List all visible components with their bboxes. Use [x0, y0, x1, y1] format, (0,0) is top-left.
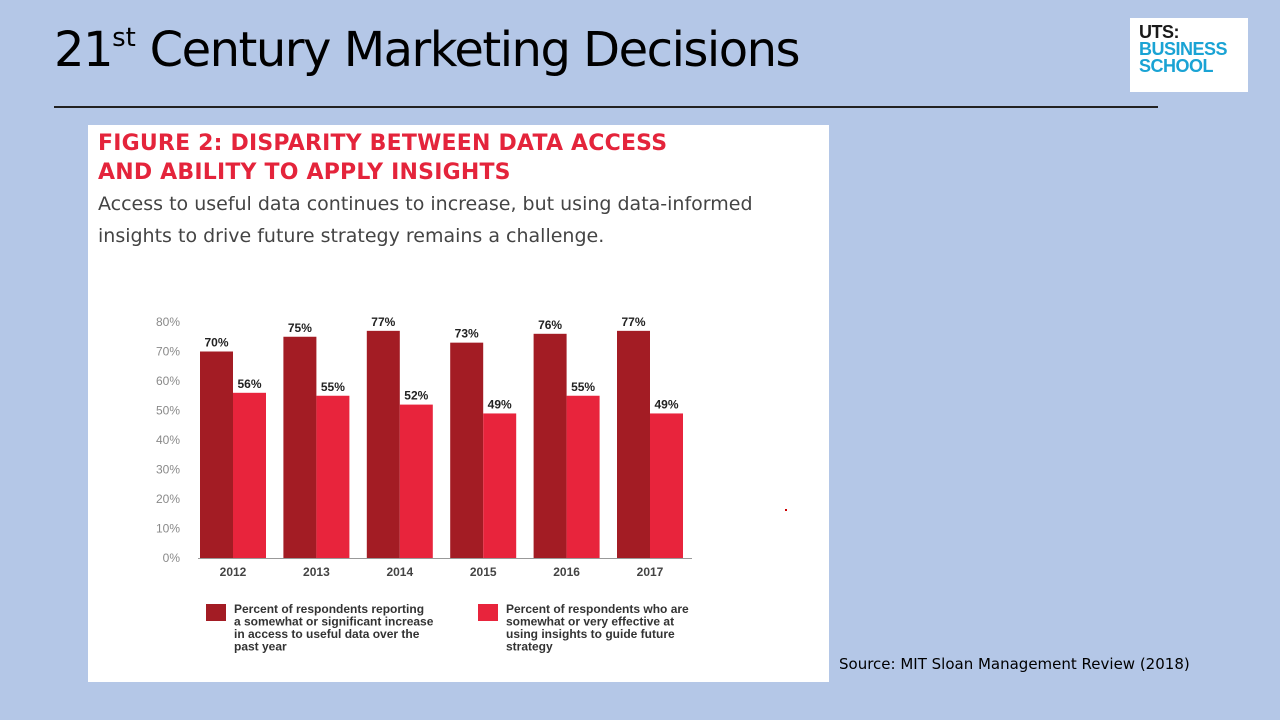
figure-subtitle: Access to useful data continues to incre…	[98, 188, 818, 252]
figure-subtitle-line-1: Access to useful data continues to incre…	[98, 193, 753, 215]
y-tick-label: 10%	[156, 522, 180, 536]
bar-2017-series-2	[650, 413, 683, 558]
legend-text-series-2: Percent of respondents who are	[506, 602, 689, 616]
data-label: 77%	[371, 315, 395, 329]
legend-text-series-1: in access to useful data over the	[234, 627, 420, 641]
bar-2013-series-2	[316, 395, 350, 558]
x-tick-label: 2013	[303, 565, 330, 579]
figure-title-line-2: AND ABILITY TO APPLY INSIGHTS	[98, 160, 511, 185]
stray-dot	[785, 509, 787, 511]
legend-text-series-2: strategy	[506, 640, 553, 654]
y-tick-label: 50%	[156, 404, 180, 418]
y-tick-label: 30%	[156, 463, 180, 477]
data-label: 76%	[538, 318, 562, 332]
legend-swatch-series-1	[206, 604, 226, 621]
legend-text-series-1: Percent of respondents reporting	[234, 602, 424, 616]
title-divider	[54, 106, 1158, 108]
title-superscript: st	[112, 23, 136, 53]
figure-panel: FIGURE 2: DISPARITY BETWEEN DATA ACCESS …	[88, 125, 829, 682]
source-citation: Source: MIT Sloan Management Review (201…	[839, 655, 1190, 673]
bar-2015-series-1	[450, 342, 484, 558]
logo-line-2: BUSINESS	[1139, 39, 1228, 59]
logo-line-1: UTS:	[1139, 22, 1180, 42]
y-tick-label: 20%	[156, 492, 180, 506]
data-label: 77%	[621, 315, 645, 329]
legend-text-series-1: a somewhat or significant increase	[234, 615, 434, 629]
x-tick-label: 2015	[470, 565, 497, 579]
y-tick-label: 70%	[156, 345, 180, 359]
x-tick-label: 2017	[637, 565, 664, 579]
slide-title: 21st Century Marketing Decisions	[54, 22, 801, 78]
y-tick-label: 80%	[156, 315, 180, 329]
x-tick-label: 2012	[220, 565, 247, 579]
bar-2014-series-2	[399, 404, 433, 558]
logo-line-3: SCHOOL	[1139, 56, 1214, 76]
title-rest: Century Marketing Decisions	[135, 22, 801, 78]
legend-text-series-2: using insights to guide future	[506, 627, 675, 641]
data-label: 56%	[237, 377, 261, 391]
bar-2017-series-1	[617, 330, 650, 558]
bar-2014-series-1	[366, 330, 400, 558]
legend-text-series-2: somewhat or very effective at	[506, 615, 674, 629]
y-tick-label: 40%	[156, 433, 180, 447]
figure-title: FIGURE 2: DISPARITY BETWEEN DATA ACCESS …	[98, 129, 818, 187]
legend-text-series-1: past year	[234, 640, 287, 654]
x-tick-label: 2014	[386, 565, 413, 579]
bar-2012-series-1	[200, 351, 233, 558]
title-prefix: 21	[54, 22, 114, 78]
data-label: 49%	[654, 397, 678, 411]
bar-2016-series-2	[566, 395, 600, 558]
data-label: 70%	[204, 336, 228, 350]
bar-2013-series-1	[283, 336, 317, 558]
data-label: 75%	[288, 321, 312, 335]
data-label: 52%	[404, 389, 428, 403]
data-label: 55%	[571, 380, 595, 394]
bar-2015-series-2	[483, 413, 517, 558]
y-tick-label: 0%	[163, 551, 181, 565]
data-label: 55%	[321, 380, 345, 394]
data-label: 49%	[488, 397, 512, 411]
bar-chart: 0% 10% 20% 30% 40% 50% 60% 70% 80% 70% 56% 2012 75% 5…	[156, 315, 692, 654]
uts-business-school-logo: UTS: BUSINESS SCHOOL	[1130, 18, 1248, 92]
bar-2016-series-1	[533, 333, 567, 558]
data-label: 73%	[455, 327, 479, 341]
y-tick-label: 60%	[156, 374, 180, 388]
figure-title-line-1: FIGURE 2: DISPARITY BETWEEN DATA ACCESS	[98, 131, 668, 156]
figure-subtitle-line-2: insights to drive future strategy remain…	[98, 225, 605, 247]
bar-2012-series-2	[233, 392, 266, 558]
x-tick-label: 2016	[553, 565, 580, 579]
legend-swatch-series-2	[478, 604, 498, 621]
